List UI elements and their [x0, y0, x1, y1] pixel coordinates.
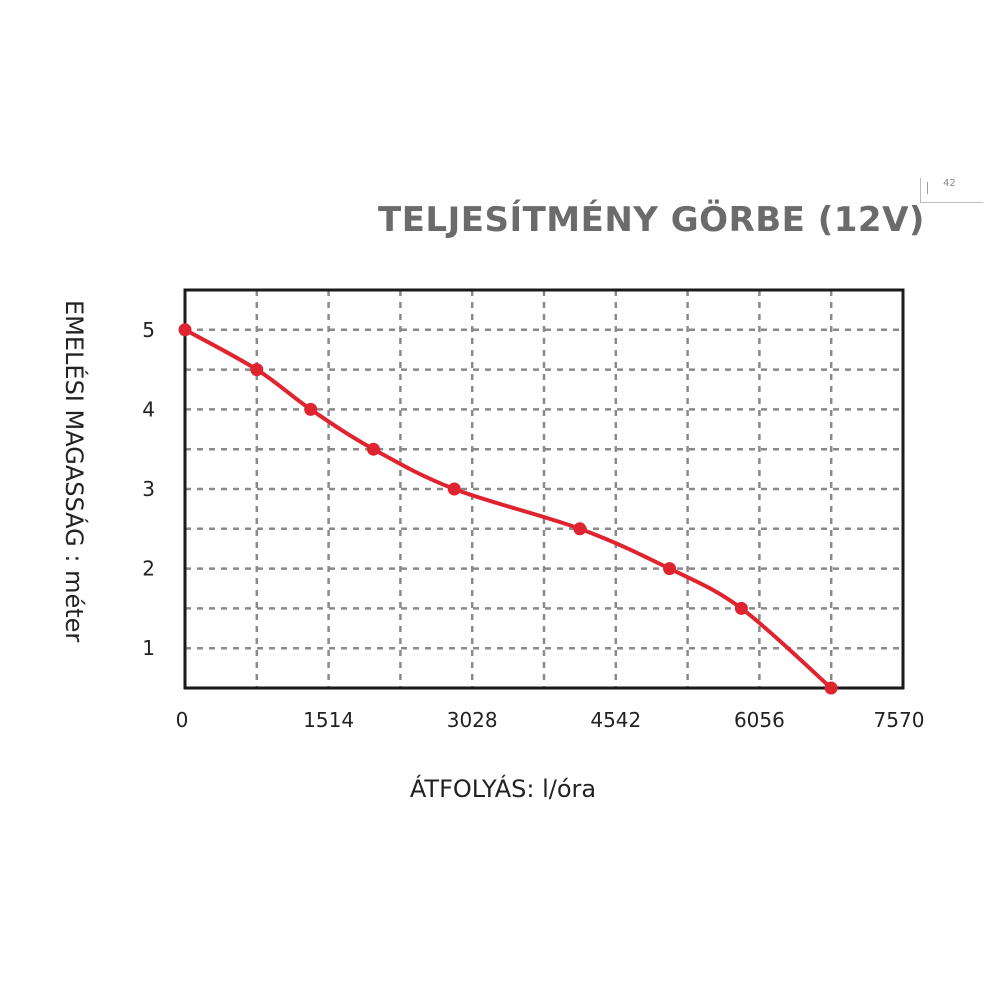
- y-tick-label: 2: [142, 557, 155, 581]
- corner-mark: [927, 182, 928, 194]
- y-tick-label: 1: [142, 636, 155, 660]
- series-line: [184, 328, 833, 690]
- x-tick-label: 1514: [303, 708, 354, 732]
- data-point: [447, 482, 461, 496]
- x-tick-label: 3028: [447, 708, 498, 732]
- y-axis-label: EMELÉSI MAGASSÁG : méter: [60, 300, 89, 642]
- data-point: [734, 601, 748, 615]
- x-tick-label: 0: [176, 708, 189, 732]
- corner-tag-label: 42: [943, 178, 956, 189]
- data-point: [304, 402, 318, 416]
- y-tick-labels: 1 2 3 4 5: [142, 318, 155, 660]
- y-tick-label: 3: [142, 477, 155, 501]
- corner-tag: 42: [920, 178, 983, 203]
- x-tick-label: 4542: [590, 708, 641, 732]
- points: [178, 323, 838, 695]
- y-tick-label: 5: [142, 318, 155, 342]
- data-point: [663, 562, 677, 576]
- chart-title: TELJESÍTMÉNY GÖRBE (12V): [378, 200, 925, 240]
- data-point: [824, 681, 838, 695]
- grid: [185, 290, 903, 688]
- x-axis-label: ÁTFOLYÁS: l/óra: [410, 774, 596, 803]
- plot-frame: [183, 288, 905, 690]
- data-point: [250, 363, 264, 377]
- x-tick-label: 7570: [874, 708, 925, 732]
- x-tick-labels: 0 1514 3028 4542 6056 7570: [176, 708, 925, 732]
- data-point: [366, 442, 380, 456]
- x-tick-label: 6056: [734, 708, 785, 732]
- data-point: [573, 522, 587, 536]
- data-point: [178, 323, 192, 337]
- y-tick-label: 4: [142, 397, 155, 421]
